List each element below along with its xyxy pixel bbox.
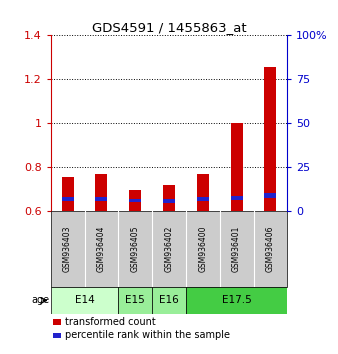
Text: percentile rank within the sample: percentile rank within the sample	[65, 331, 230, 341]
Bar	[62, 177, 74, 211]
Bar	[53, 333, 61, 338]
Bar	[231, 196, 243, 200]
Bar	[51, 287, 118, 314]
Bar	[264, 193, 276, 198]
Title: GDS4591 / 1455863_at: GDS4591 / 1455863_at	[92, 21, 246, 34]
Text: GSM936405: GSM936405	[131, 226, 140, 272]
Bar	[197, 197, 209, 201]
Text: E17.5: E17.5	[222, 296, 251, 306]
Text: GSM936406: GSM936406	[266, 226, 275, 272]
Text: GSM936400: GSM936400	[198, 226, 207, 272]
Text: GSM936402: GSM936402	[165, 226, 173, 272]
Bar	[163, 185, 175, 211]
Bar	[118, 287, 152, 314]
Text: GSM936404: GSM936404	[97, 226, 106, 272]
Text: age: age	[31, 296, 49, 306]
Bar	[264, 67, 276, 211]
Text: transformed count: transformed count	[65, 316, 155, 327]
Text: E16: E16	[159, 296, 179, 306]
Text: GSM936403: GSM936403	[63, 226, 72, 272]
Text: E15: E15	[125, 296, 145, 306]
Bar	[129, 190, 141, 211]
Bar	[197, 174, 209, 211]
Bar	[53, 319, 61, 325]
Text: GSM936401: GSM936401	[232, 226, 241, 272]
Bar	[62, 197, 74, 201]
Text: E14: E14	[75, 296, 94, 306]
Bar	[231, 123, 243, 211]
Bar	[186, 287, 287, 314]
Bar	[129, 199, 141, 202]
Bar	[152, 287, 186, 314]
Bar	[95, 197, 107, 201]
Bar	[95, 174, 107, 211]
Bar	[163, 199, 175, 203]
